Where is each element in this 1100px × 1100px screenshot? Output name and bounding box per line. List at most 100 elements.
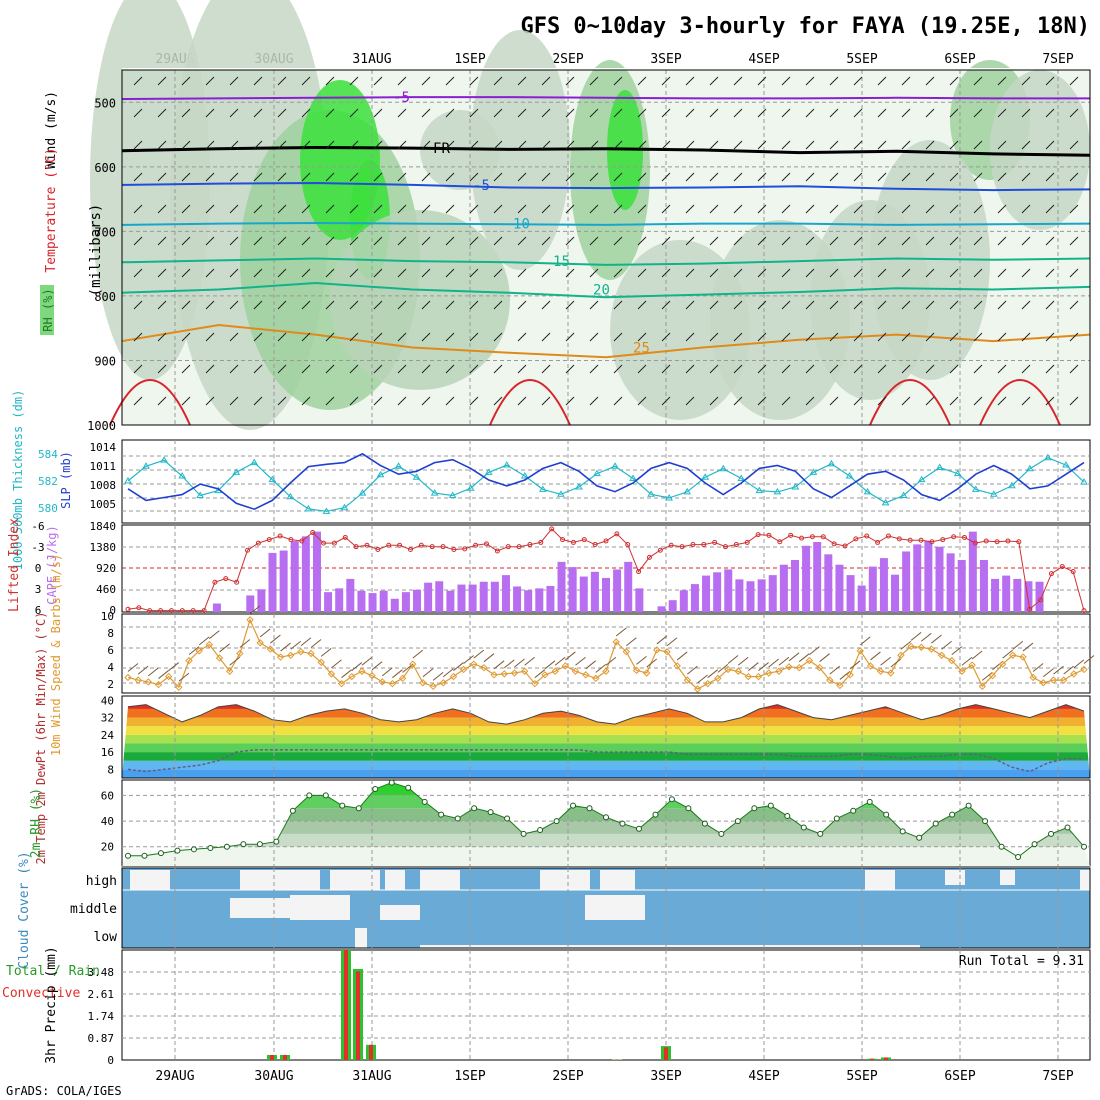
rh-point [322, 792, 329, 799]
wind-barb [709, 236, 719, 246]
cape-tick: 1380 [90, 541, 117, 554]
wind-barb [1069, 300, 1079, 310]
rh-tick: 40 [101, 815, 114, 828]
wind-barb [493, 396, 503, 406]
wind-point [205, 640, 214, 649]
wind-point [500, 670, 509, 678]
wind-barb [709, 268, 719, 278]
date-label-top: 1SEP [454, 52, 485, 67]
wind-barb [853, 76, 863, 86]
cape-bar [724, 569, 733, 612]
isotherm-label: 15 [553, 254, 570, 270]
precip-convective-bar [884, 1057, 888, 1060]
wind-barb [949, 204, 959, 214]
wind-barb [626, 637, 637, 647]
li-point [831, 541, 837, 547]
li-point [733, 542, 739, 548]
wind-barb [1021, 268, 1031, 278]
li-point [1059, 564, 1065, 570]
wind-barb [1069, 396, 1079, 406]
wind-barb [181, 332, 191, 342]
date-label-bottom: 30AUG [254, 1069, 293, 1084]
precip-tick: 0 [107, 1054, 114, 1067]
wind-point [246, 616, 254, 624]
wind-barb [565, 396, 575, 406]
wind-barb [733, 396, 743, 406]
wind-point [1059, 676, 1068, 684]
wind-barb [517, 300, 527, 310]
rh-point [767, 802, 774, 809]
wind-barb [829, 268, 839, 278]
cape-tick: 460 [96, 583, 116, 596]
pressure-tick: 600 [94, 161, 116, 175]
wind-barb [205, 300, 215, 310]
cape-bar [1002, 575, 1011, 612]
wind-barb [493, 660, 505, 670]
wind-barb [637, 396, 647, 406]
li-point [386, 542, 392, 548]
wind-barb [445, 204, 455, 214]
rh-point [570, 802, 577, 809]
cape-tick: 1840 [90, 520, 117, 533]
wind-barb [877, 76, 887, 86]
wind-barb [565, 204, 575, 214]
thickness-slp-frame [121, 439, 1091, 524]
wind-barb [469, 76, 479, 86]
wind-point [907, 642, 915, 651]
wind-barb [637, 236, 647, 246]
cape-bar [613, 569, 622, 612]
wind-barb [805, 204, 815, 214]
wind-barb [666, 637, 678, 647]
cape-bar [635, 588, 644, 612]
rh-point [883, 811, 890, 818]
wind-barb [661, 204, 671, 214]
thickness-point [538, 485, 547, 492]
wind-point [765, 669, 773, 677]
upper-air-panel: -5 FR -5 10 15 20 25 500 600 700 800 900 1000 (millib… [40, 0, 1091, 433]
wind-barb [661, 268, 671, 278]
wind-barb [1043, 668, 1054, 678]
isotherm-label: FR [433, 141, 450, 157]
wind-point [683, 676, 692, 684]
wind-barb [613, 236, 623, 246]
cape-bar [735, 579, 744, 612]
rh-point [537, 827, 544, 834]
wind-barb [253, 76, 263, 86]
wind-barb [757, 364, 767, 374]
cloud-label: Cloud Cover (%) [17, 851, 32, 968]
wind-barb [849, 660, 861, 670]
cape-bar [401, 592, 410, 612]
wind-barb [687, 665, 698, 675]
wind-barb [1021, 140, 1031, 150]
rh-point [306, 792, 313, 799]
cloud-level-label: middle [70, 902, 117, 917]
date-label-top: 6SEP [944, 52, 975, 67]
wind-barb [1045, 364, 1055, 374]
wind-barb [997, 204, 1007, 214]
li-point [994, 539, 1000, 545]
wind-barb [781, 172, 791, 182]
wind-barb [676, 651, 688, 661]
wind-barb [1069, 364, 1079, 374]
li-tick: 6 [35, 604, 42, 617]
chart-title: GFS 0~10day 3-hourly for FAYA (19.25E, 1… [520, 14, 1090, 39]
wind-point [612, 638, 620, 646]
wind-barb [397, 108, 407, 118]
wind-barb [925, 236, 935, 246]
wind-barb [565, 76, 575, 86]
cape-bar [924, 541, 933, 612]
cape-bar [991, 578, 1000, 612]
wind-barb [1069, 332, 1079, 342]
thickness-point [466, 484, 475, 491]
wind-barb [781, 204, 791, 214]
li-point [1070, 569, 1076, 575]
wind-barb [205, 236, 215, 246]
wind-barb [757, 300, 767, 310]
thickness-point [232, 468, 241, 475]
li-point [788, 532, 794, 538]
wind-barb [445, 76, 455, 86]
wind-point [1019, 653, 1027, 661]
credit-label: GrADS: COLA/IGES [6, 1084, 122, 1098]
li-point [712, 539, 718, 545]
